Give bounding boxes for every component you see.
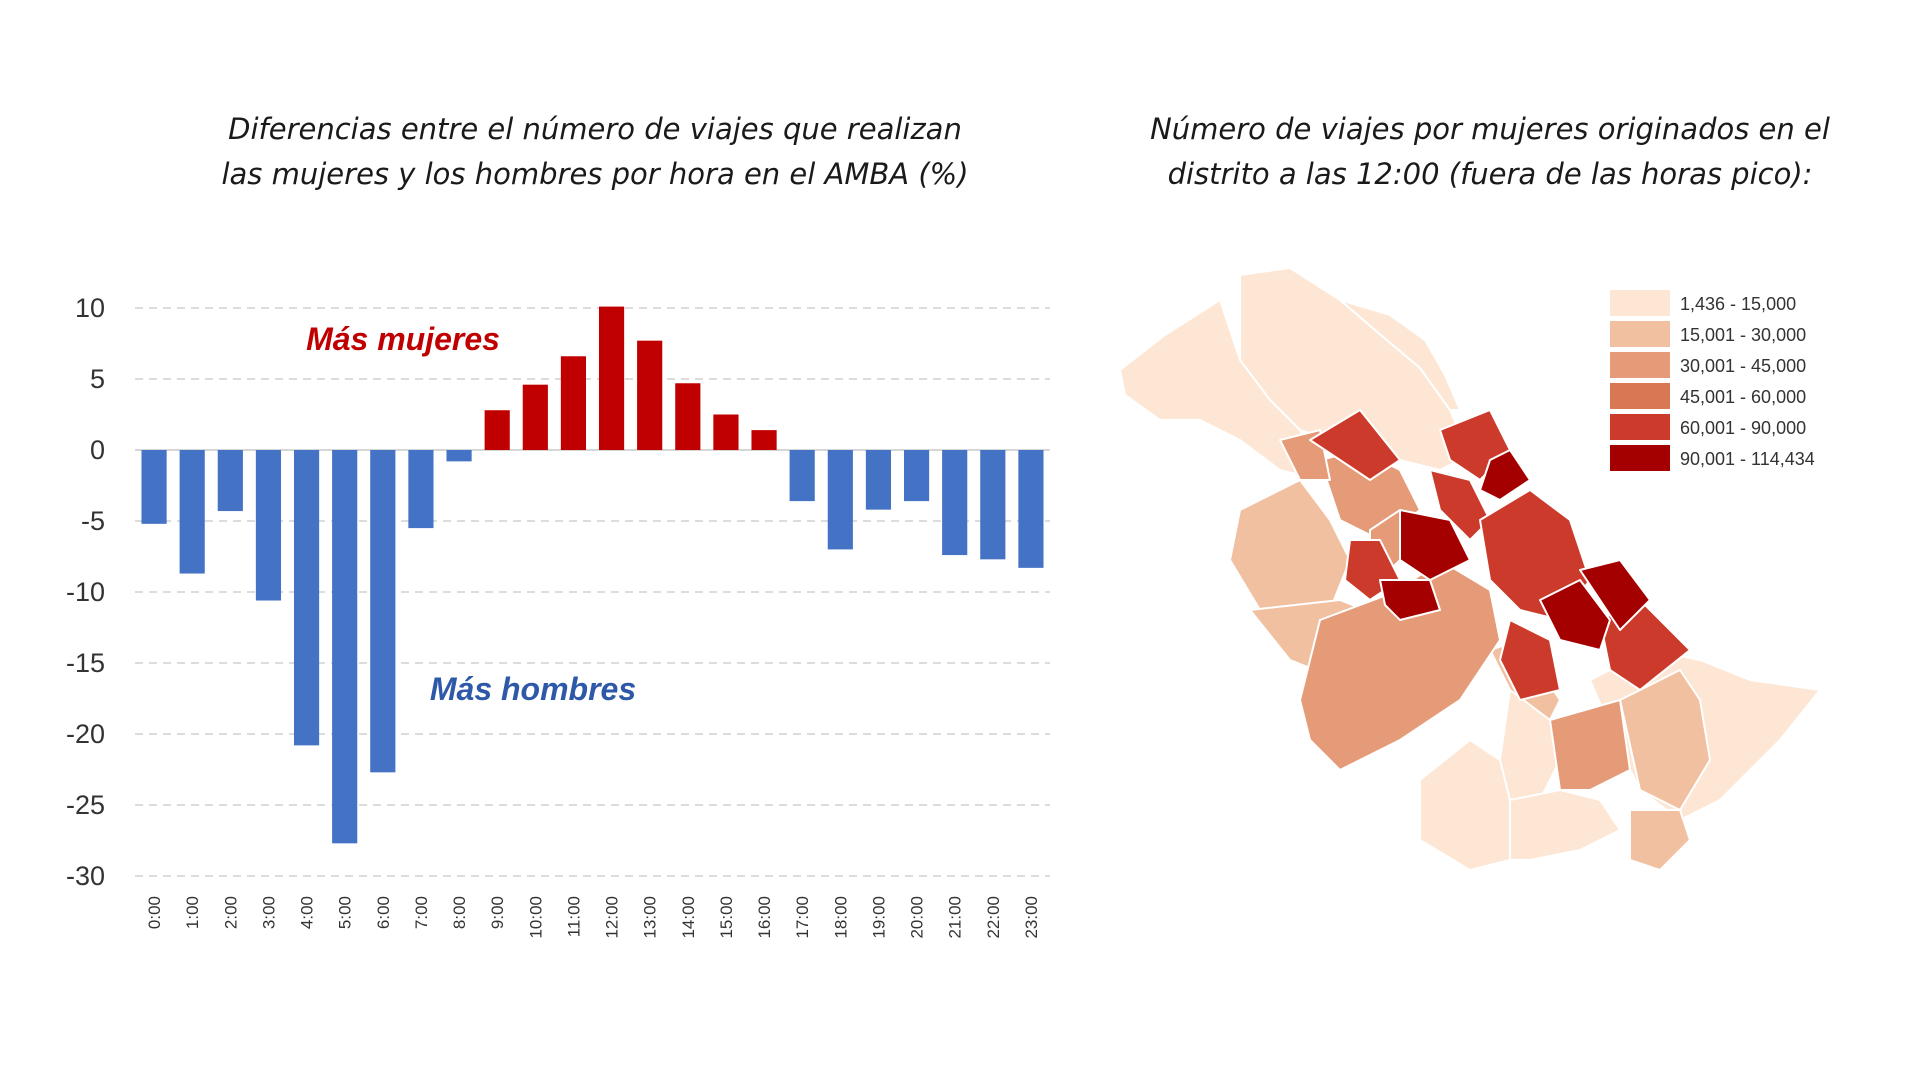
y-tick-label: -10 <box>66 577 105 607</box>
annotation-more-men: Más hombres <box>430 671 636 707</box>
bar <box>408 450 434 529</box>
y-tick-label: -20 <box>66 719 105 749</box>
x-tick-label: 3:00 <box>259 896 278 929</box>
bar <box>255 450 282 601</box>
districts <box>1119 267 1821 871</box>
annotation-more-women: Más mujeres <box>306 321 500 357</box>
bar <box>560 356 587 450</box>
bar <box>446 450 472 462</box>
x-tick-label: 1:00 <box>183 896 202 929</box>
bar <box>942 450 968 556</box>
legend-label: 15,001 - 30,000 <box>1680 325 1806 345</box>
map-legend: 1,436 - 15,000 15,001 - 30,000 30,001 - 45… <box>1610 290 1815 471</box>
district <box>1399 509 1471 581</box>
district <box>1499 619 1561 701</box>
x-tick-label: 5:00 <box>336 896 355 929</box>
bar <box>522 384 548 450</box>
district <box>1119 299 1321 481</box>
bar <box>484 410 510 450</box>
district <box>1539 579 1611 651</box>
legend-swatch <box>1610 414 1670 440</box>
x-tick-label: 2:00 <box>221 896 240 929</box>
x-tick-label: 18:00 <box>831 896 850 939</box>
x-tick-label: 16:00 <box>755 896 774 939</box>
bar <box>751 430 777 450</box>
legend-swatch <box>1610 321 1670 347</box>
x-tick-label: 0:00 <box>145 896 164 929</box>
x-tick-label: 14:00 <box>679 896 698 939</box>
bar <box>370 450 396 773</box>
bar <box>980 450 1006 560</box>
x-tick-label: 17:00 <box>793 896 812 939</box>
legend-swatch <box>1610 290 1670 316</box>
x-tick-label: 10:00 <box>526 896 545 939</box>
district <box>1339 299 1461 411</box>
district <box>1509 789 1621 861</box>
y-tick-label: -15 <box>66 648 105 678</box>
x-tick-label: 6:00 <box>374 896 393 929</box>
bar <box>293 450 320 746</box>
x-axis-ticks: 0:00 1:00 2:00 3:00 4:00 5:00 6:00 7:00 8:00 9:00… <box>145 896 1041 939</box>
y-tick-label: 10 <box>75 293 105 323</box>
x-tick-label: 7:00 <box>412 896 431 929</box>
bar <box>179 450 205 574</box>
bar <box>141 450 167 524</box>
legend-swatch <box>1610 383 1670 409</box>
bar <box>598 306 625 450</box>
y-tick-label: 0 <box>90 435 105 465</box>
map-title: Número de viajes por mujeres originados … <box>1150 112 1830 191</box>
bar <box>637 340 663 450</box>
bar <box>789 450 815 502</box>
x-tick-label: 9:00 <box>488 896 507 929</box>
y-tick-label: -30 <box>66 861 105 891</box>
legend-label: 30,001 - 45,000 <box>1680 356 1806 376</box>
district <box>1619 669 1711 811</box>
bar <box>217 450 243 512</box>
bar <box>903 450 930 502</box>
x-tick-label: 20:00 <box>908 896 927 939</box>
legend-label: 60,001 - 90,000 <box>1680 418 1806 438</box>
legend-swatch <box>1610 352 1670 378</box>
district <box>1629 809 1691 871</box>
district <box>1479 449 1531 501</box>
legend-label: 45,001 - 60,000 <box>1680 387 1806 407</box>
x-tick-label: 4:00 <box>298 896 317 929</box>
bar <box>827 450 853 550</box>
bars <box>141 306 1044 844</box>
x-tick-label: 12:00 <box>603 896 622 939</box>
district <box>1309 409 1401 481</box>
y-tick-label: -25 <box>66 790 105 820</box>
x-tick-label: 22:00 <box>984 896 1003 939</box>
district <box>1579 559 1651 631</box>
legend-label: 1,436 - 15,000 <box>1680 294 1796 314</box>
district <box>1429 469 1491 541</box>
x-tick-label: 8:00 <box>450 896 469 929</box>
gridlines <box>135 307 1050 877</box>
legend-swatch <box>1610 445 1670 471</box>
legend-label: 90,001 - 114,434 <box>1680 449 1815 469</box>
district <box>1379 579 1441 621</box>
y-axis-ticks: 10 5 0 -5 -10 -15 -20 -25 -30 <box>66 293 105 891</box>
bar <box>713 414 739 450</box>
bar <box>865 450 892 510</box>
bar <box>332 450 358 844</box>
x-tick-label: 21:00 <box>946 896 965 939</box>
bar <box>675 383 701 450</box>
district <box>1229 479 1351 611</box>
x-tick-label: 19:00 <box>869 896 888 939</box>
bar <box>1018 450 1044 568</box>
x-tick-label: 15:00 <box>717 896 736 939</box>
bar-chart-title: Diferencias entre el número de viajes qu… <box>221 112 969 191</box>
x-tick-label: 23:00 <box>1022 896 1041 939</box>
x-tick-label: 13:00 <box>641 896 660 939</box>
y-tick-label: -5 <box>81 506 105 536</box>
x-tick-label: 11:00 <box>564 896 583 937</box>
y-tick-label: 5 <box>90 364 105 394</box>
district <box>1549 699 1631 791</box>
